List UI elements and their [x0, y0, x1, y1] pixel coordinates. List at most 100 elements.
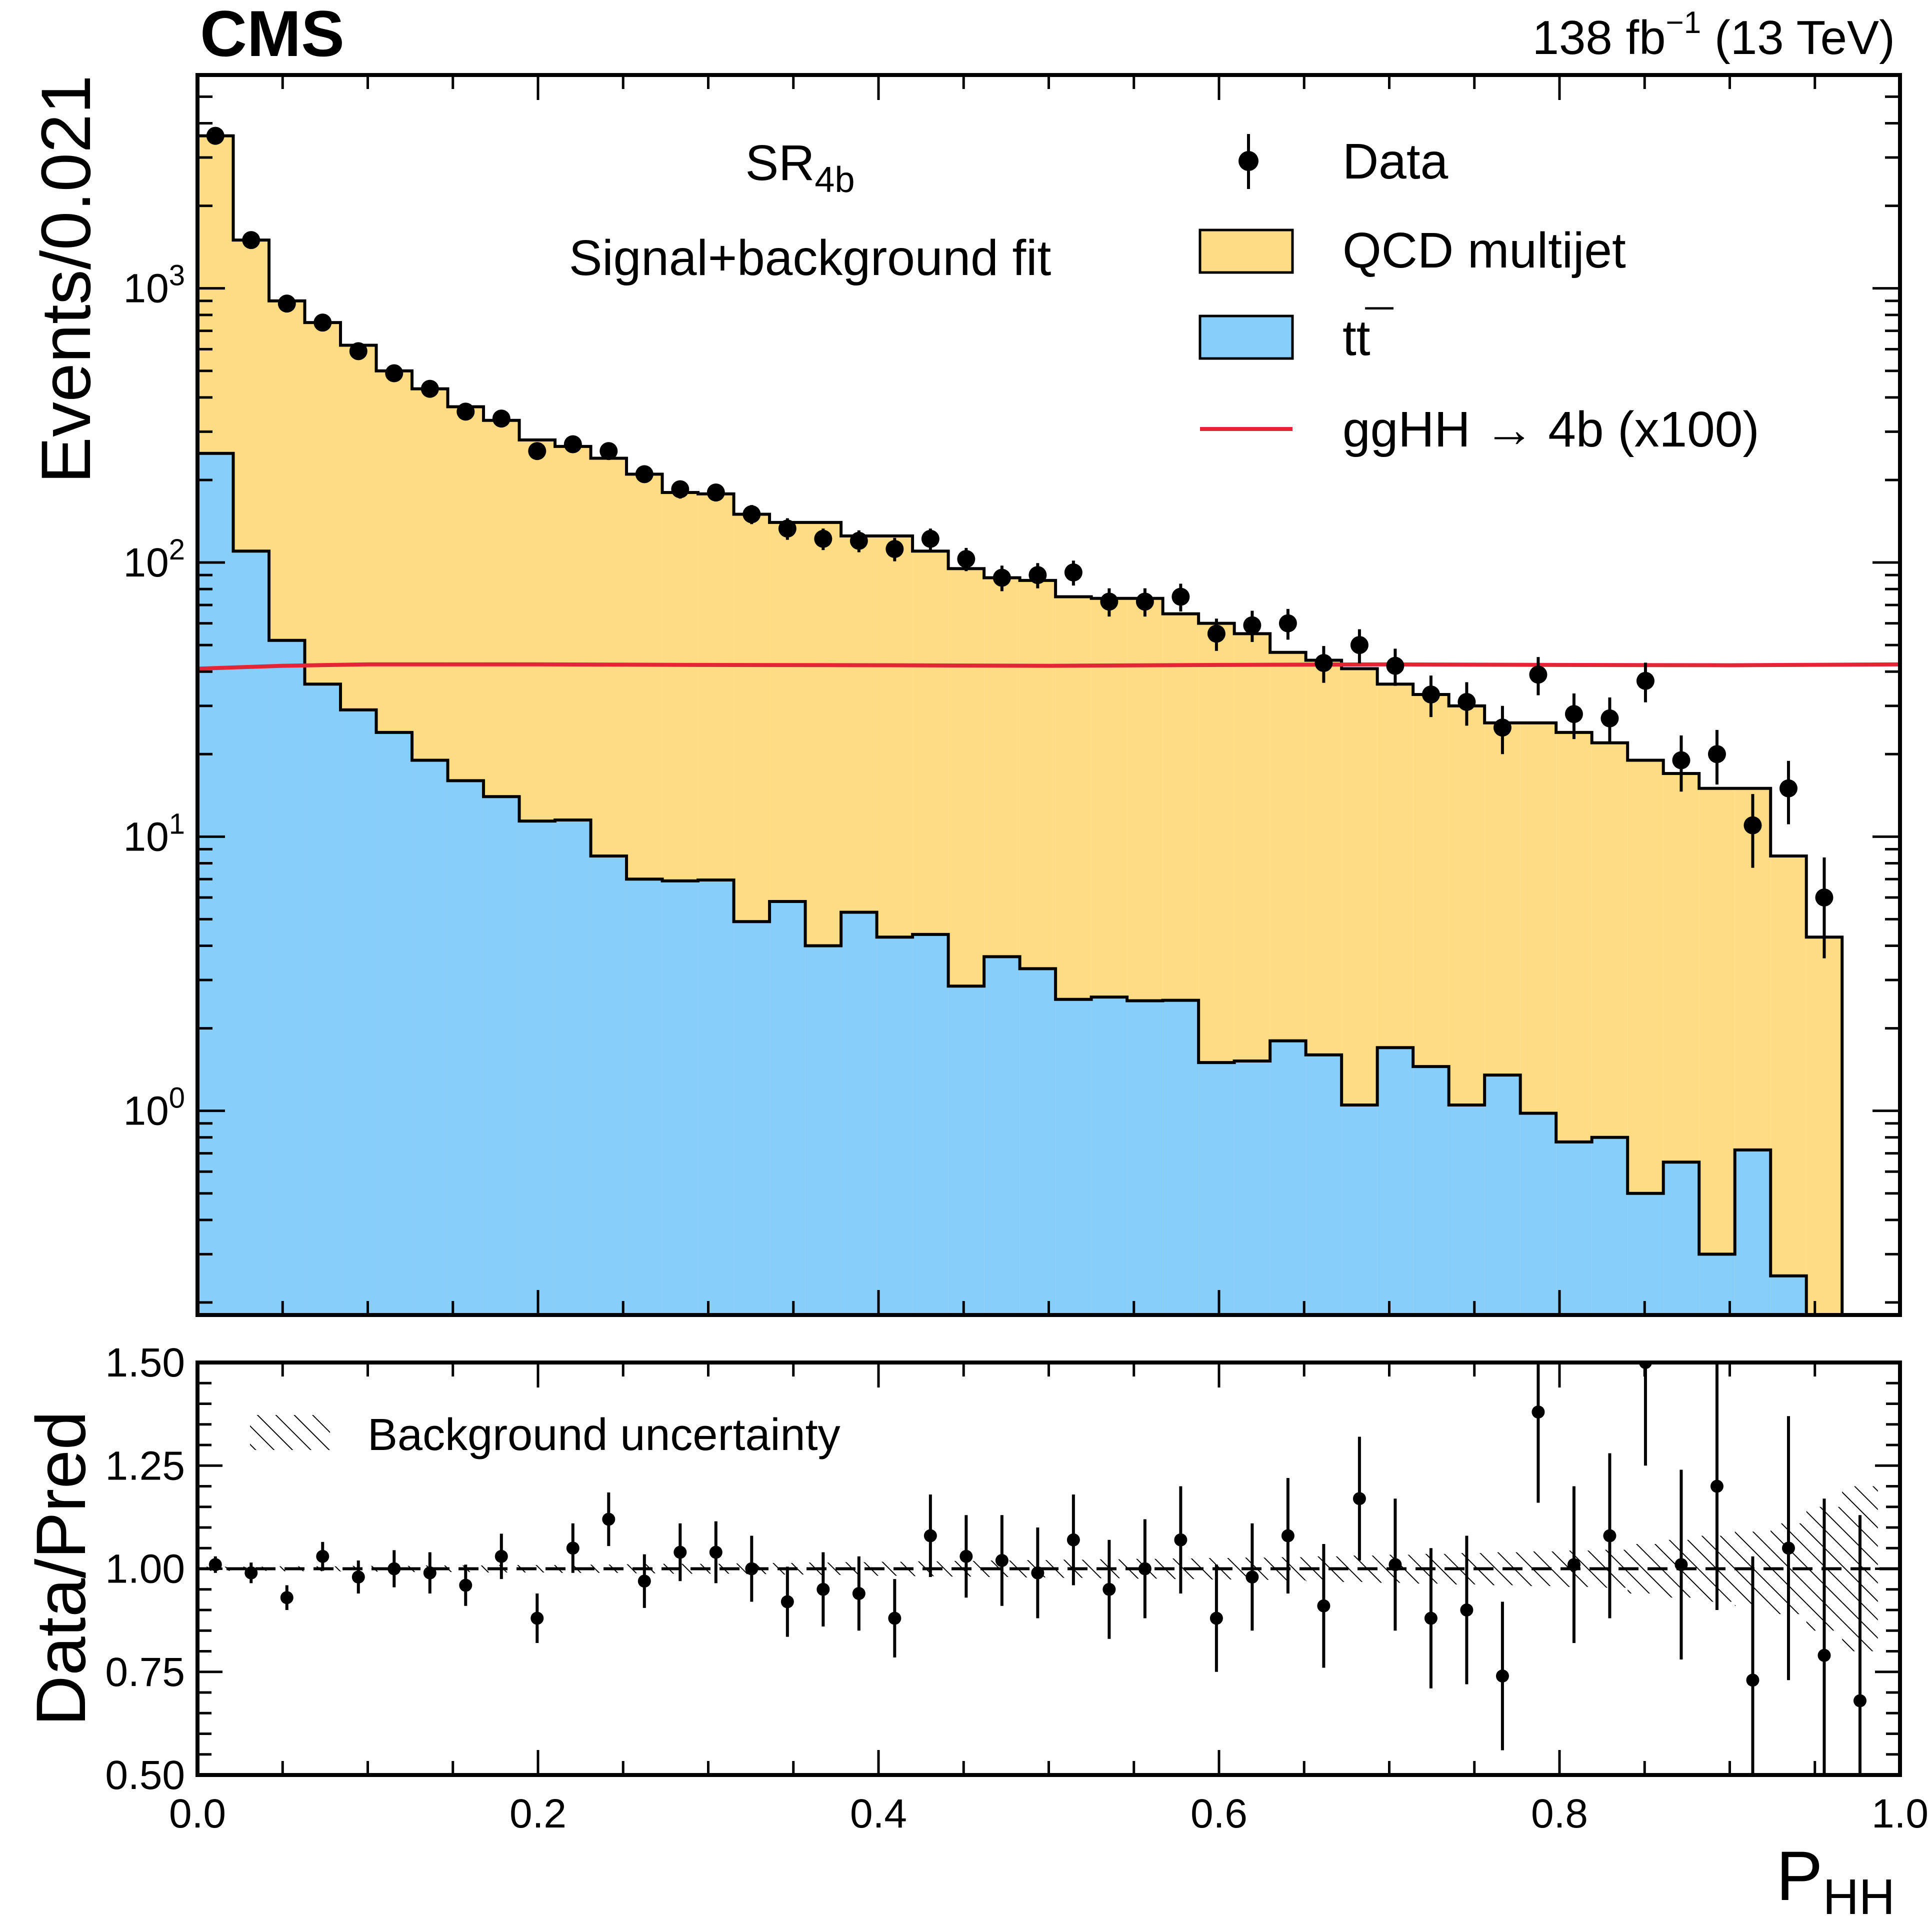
ratio-point: [1424, 1612, 1438, 1625]
data-point: [420, 380, 439, 398]
data-point: [814, 530, 832, 548]
ratio-y-tick-label: 0.50: [105, 1752, 185, 1798]
ttbar-bin: [1162, 1000, 1199, 1315]
ratio-y-axis-title: Data/Pred: [22, 1411, 100, 1726]
lumi-exponent: −1: [1666, 6, 1702, 40]
ratio-point: [1567, 1558, 1580, 1572]
ttbar-bin: [1127, 1000, 1163, 1315]
ttbar-bin: [948, 986, 984, 1315]
qcd-outline: [198, 134, 1844, 1315]
region-label: SR4b: [745, 135, 854, 200]
data-point: [206, 126, 224, 145]
data-point: [635, 465, 654, 484]
ttbar-bin: [912, 934, 948, 1315]
data-point: [278, 294, 296, 313]
ratio-point: [1246, 1570, 1259, 1584]
legend-ttbar-label: tt: [1342, 310, 1370, 366]
data-point: [1028, 566, 1047, 584]
ttbar-stack: [198, 452, 1808, 1315]
ttbar-bin: [1734, 1150, 1771, 1315]
ratio-y-tick-label: 1.25: [105, 1443, 185, 1488]
ratio-point: [1532, 1406, 1545, 1418]
ttbar-bin: [1520, 1113, 1556, 1315]
ratio-y-tick-label: 1.50: [105, 1340, 185, 1386]
ttbar-bin: [1770, 1276, 1806, 1315]
ttbar-bin: [590, 856, 627, 1315]
legend-qcd-label: QCD multijet: [1342, 222, 1626, 278]
ratio-y-tick-label: 1.00: [105, 1546, 185, 1592]
ratio-point: [530, 1612, 544, 1625]
data-point: [706, 484, 725, 502]
ratio-point: [316, 1550, 330, 1563]
legend-qcd-swatch: [1198, 228, 1294, 274]
ratio-point: [1853, 1694, 1866, 1708]
ratio-point: [709, 1546, 722, 1559]
ttbar-bin: [1556, 1142, 1592, 1315]
ratio-point: [638, 1574, 651, 1588]
ttbar-bin: [734, 922, 770, 1315]
ratio-legend-hatch-swatch: [250, 1415, 330, 1450]
qcd-bin: [1699, 788, 1735, 1315]
ttbar-bin: [1663, 1162, 1700, 1315]
data-point: [1386, 656, 1404, 675]
legend: Data QCD multijet tt ¯ ggHH → 4b (x100): [1198, 134, 1760, 458]
legend-data-marker: [1238, 151, 1258, 171]
x-tick-label: 0.0: [169, 1791, 226, 1836]
main-axis-ticks: 100 101 102 103: [124, 74, 1902, 1315]
data-points: [206, 126, 1834, 958]
data-point: [456, 402, 475, 421]
qcd-bin: [1770, 856, 1806, 1315]
ratio-point: [1818, 1648, 1831, 1662]
legend-entry-data: Data: [1238, 134, 1448, 190]
ratio-point: [1710, 1480, 1724, 1493]
ttbar-bin: [519, 821, 556, 1315]
ttbar-outline: [198, 452, 1808, 1315]
main-y-tick-label: 102: [124, 534, 185, 586]
uncertainty-bin: [519, 1565, 556, 1572]
data-point: [492, 410, 510, 428]
data-point: [1350, 636, 1368, 654]
qcd-bin: [1806, 937, 1842, 1315]
legend-entry-qcd: QCD multijet: [1198, 222, 1626, 278]
legend-data-label: Data: [1342, 134, 1448, 190]
data-point: [921, 530, 940, 548]
main-y-axis-title: Events/0.021: [26, 75, 105, 484]
x-tick-label: 1.0: [1872, 1791, 1928, 1836]
luminosity-label: 138 fb−1 (13 TeV): [1532, 6, 1895, 64]
ttbar-bin: [1234, 1060, 1270, 1315]
ttbar-bin: [841, 912, 877, 1315]
ratio-point: [566, 1542, 580, 1555]
data-point: [992, 568, 1011, 587]
main-y-tick-label: 103: [124, 260, 185, 312]
signal-curve: [198, 662, 1900, 671]
data-point: [600, 442, 618, 460]
ratio-point: [745, 1562, 758, 1576]
ttbar-bin: [555, 820, 591, 1315]
main-y-tick-label: 100: [124, 1082, 185, 1134]
ratio-point: [602, 1512, 616, 1526]
ratio-panel: [198, 1362, 1900, 1775]
data-point: [1708, 745, 1726, 764]
x-tick-label: 0.6: [1190, 1791, 1248, 1836]
data-point: [1100, 592, 1118, 611]
data-point: [1458, 692, 1476, 711]
data-point: [1064, 563, 1082, 582]
data-point: [564, 435, 582, 454]
ttbar-bin: [805, 946, 842, 1315]
lumi-suffix: (13 TeV): [1701, 11, 1895, 64]
ratio-legend-label: Background uncertainty: [368, 1410, 840, 1460]
x-axis-title: PHH: [1776, 1836, 1895, 1925]
data-point: [850, 532, 868, 550]
ttbar-bin: [448, 780, 484, 1315]
data-point: [1744, 816, 1762, 834]
x-tick-label: 0.8: [1531, 1791, 1588, 1836]
data-point: [1172, 588, 1190, 606]
data-point: [886, 540, 904, 558]
ratio-point: [1102, 1582, 1116, 1596]
legend-ttbar-bar: ¯: [1365, 300, 1394, 356]
data-point: [1314, 654, 1333, 672]
data-point: [1815, 888, 1834, 906]
ttbar-bin: [1020, 968, 1056, 1315]
data-point: [742, 505, 761, 524]
